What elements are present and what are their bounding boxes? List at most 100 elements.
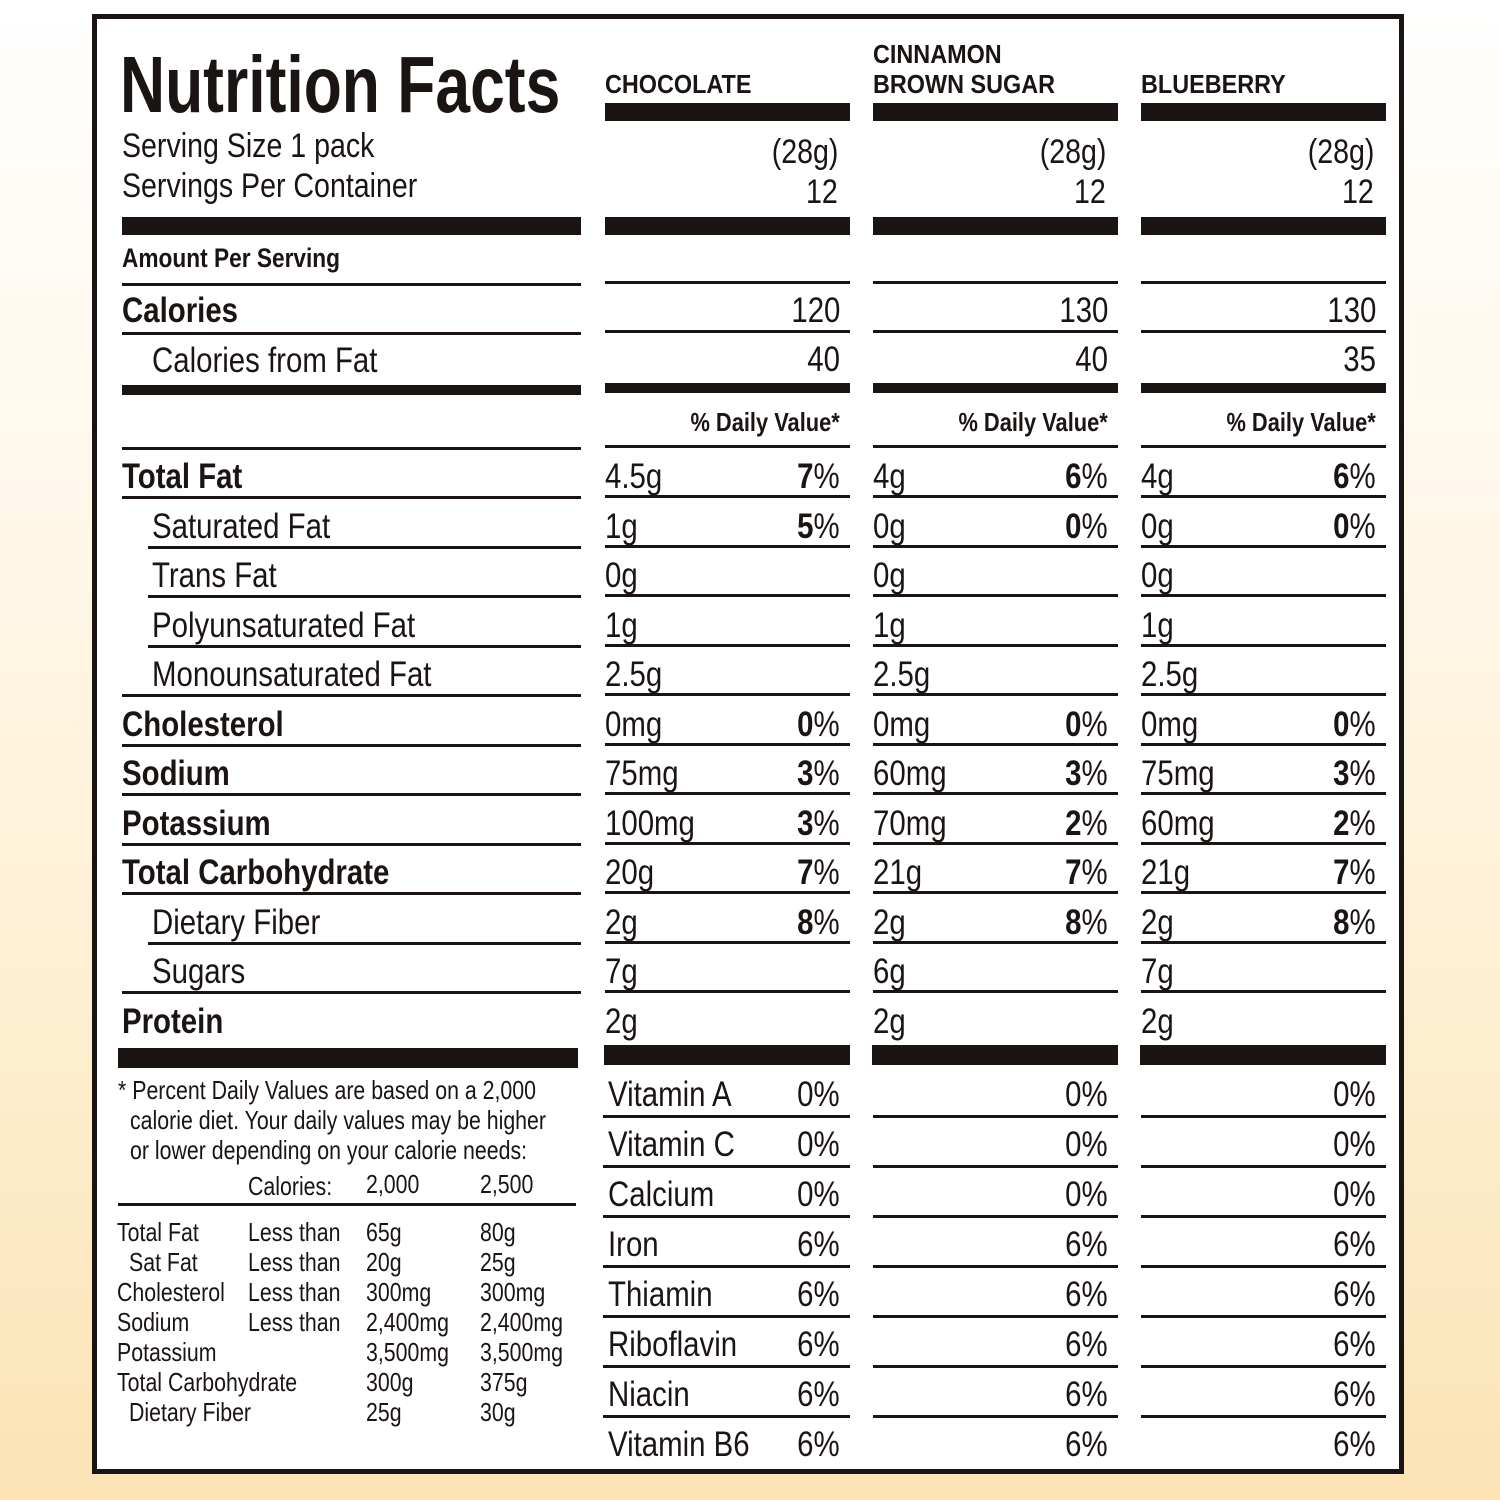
nutrient-rule [873,742,1118,746]
rule-calories [1141,330,1386,333]
thick-rule-mid [873,383,1118,393]
nutrient-rule [148,644,581,648]
vitamin-percent: 6% [797,1275,840,1314]
vitamin-percent: 6% [1333,1225,1376,1264]
thick-rule-top [1141,217,1386,235]
vitamin-percent: 6% [1065,1425,1108,1464]
rule-amount [122,283,581,286]
nutrient-amount: 21g [873,853,923,892]
nutrient-amount: 0g [605,556,638,595]
nutrient-rule [1141,990,1386,993]
nutrient-amount: 0mg [873,704,931,744]
nutrient-rule [1141,792,1386,795]
nutrient-rule [873,891,1118,894]
footnote-text: or lower depending on your calorie needs… [130,1135,528,1165]
nutrient-rule [873,643,1118,647]
nutrient-label: Monounsaturated Fat [152,655,432,694]
vitamin-rule [603,1415,850,1418]
nutrient-percent: 7% [1333,853,1376,892]
nutrient-amount: 0mg [1141,704,1199,744]
vitamin-rule [873,1415,1118,1418]
vitamin-percent: 6% [797,1225,840,1264]
footnote-value-2000: 300g [366,1367,414,1397]
serving-size: Serving Size 1 pack [122,127,375,165]
nutrient-rule [605,792,850,795]
nutrient-label: Protein [122,1001,224,1041]
nutrient-amount: 7g [1141,952,1174,991]
flavor-header-bar [1141,103,1386,121]
footnote-value-2500: 375g [480,1367,528,1397]
nutrient-rule [1141,594,1386,597]
nutrient-rule [873,693,1118,696]
vitamin-rule [873,1165,1118,1168]
rule-calories [605,330,850,333]
vitamin-percent: 6% [1065,1325,1108,1364]
nutrient-rule [605,495,850,498]
flavor-serving-size: (28g) [1039,133,1106,171]
thick-rule-top [605,217,850,235]
rule-calories [122,332,581,335]
nutrient-amount: 21g [1141,853,1191,892]
nutrient-label: Sugars [152,952,246,991]
vitamin-percent: 0% [1333,1125,1376,1164]
nutrient-rule [1141,495,1386,498]
vitamin-percent: 0% [1065,1075,1108,1114]
footnote-qualifier: Less than [248,1217,341,1247]
vitamin-percent: 6% [797,1375,840,1414]
nutrient-percent: 2% [1065,803,1108,843]
vitamin-percent: 0% [1065,1175,1108,1214]
vitamin-percent: 0% [797,1075,840,1114]
nutrient-amount: 2g [605,1001,638,1041]
vitamin-rule [1141,1215,1386,1218]
nutrient-amount: 0g [873,506,906,546]
nutrient-amount: 75mg [1141,754,1215,793]
calories-from-fat-value: 40 [807,340,840,379]
nutrient-percent: 3% [1065,754,1108,793]
nutrient-rule [605,891,850,894]
nutrient-rule [1141,643,1386,647]
thick-rule-bottom [1140,1045,1386,1065]
nutrient-amount: 0g [1141,556,1174,595]
nutrient-rule [1141,891,1386,894]
nutrient-amount: 20g [605,853,655,892]
nutrient-rule [873,940,1118,944]
nutrient-rule [605,990,850,993]
nutrient-percent: 0% [1065,704,1108,744]
servings-per-container: Servings Per Container [122,167,418,205]
footnote-nutrient: Cholesterol [117,1277,225,1307]
nutrient-percent: 0% [1065,506,1108,546]
footnote-calories-label: Calories: [248,1171,333,1201]
nutrient-amount: 1g [605,506,638,546]
vitamin-percent: 6% [1065,1375,1108,1414]
nutrient-rule [1141,544,1386,548]
daily-value-header: % Daily Value* [690,407,840,437]
nutrient-label: Sodium [122,754,230,793]
nutrient-percent: 0% [1333,704,1376,744]
rule-calories [873,330,1118,333]
nutrient-label: Saturated Fat [152,506,331,546]
flavor-name: CHOCOLATE [605,69,752,99]
nutrient-amount: 1g [873,605,906,645]
calories-label: Calories [122,291,239,330]
flavor-name: CINNAMON [873,39,1002,69]
footnote-nutrient: Sat Fat [129,1247,198,1277]
nutrient-rule [1141,742,1386,746]
footnote-value-2500: 25g [480,1247,516,1277]
nutrient-percent: 8% [797,902,840,942]
vitamin-percent: 0% [797,1125,840,1164]
nutrient-rule [122,842,581,846]
vitamin-rule [1141,1365,1386,1368]
nutrient-amount: 0g [1141,506,1174,546]
nutrient-amount: 0mg [605,704,663,744]
footnote-value-2000: 65g [366,1217,402,1247]
nutrient-amount: 1g [1141,605,1174,645]
thick-rule-mid [1141,383,1386,393]
nutrient-amount: 75mg [605,754,679,793]
vitamin-rule [873,1365,1118,1368]
nutrient-rule [122,793,581,796]
footnote-rule [118,1203,576,1206]
vitamin-label: Niacin [608,1375,690,1414]
footnote-qualifier: Less than [248,1247,341,1277]
thick-rule-mid [122,385,581,395]
nutrient-label: Total Carbohydrate [122,853,390,892]
